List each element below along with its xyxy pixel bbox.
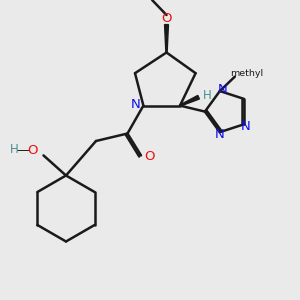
Text: N: N [215, 128, 225, 141]
Text: —: — [17, 144, 29, 158]
Polygon shape [180, 95, 200, 106]
Text: H: H [10, 143, 19, 156]
Text: H: H [203, 88, 212, 102]
Text: N: N [130, 98, 140, 112]
Text: methyl: methyl [230, 69, 263, 78]
Text: O: O [144, 150, 154, 163]
Text: O: O [27, 144, 38, 158]
Text: O: O [161, 11, 172, 25]
Polygon shape [164, 25, 169, 52]
Text: N: N [218, 83, 227, 96]
Text: N: N [241, 120, 250, 133]
